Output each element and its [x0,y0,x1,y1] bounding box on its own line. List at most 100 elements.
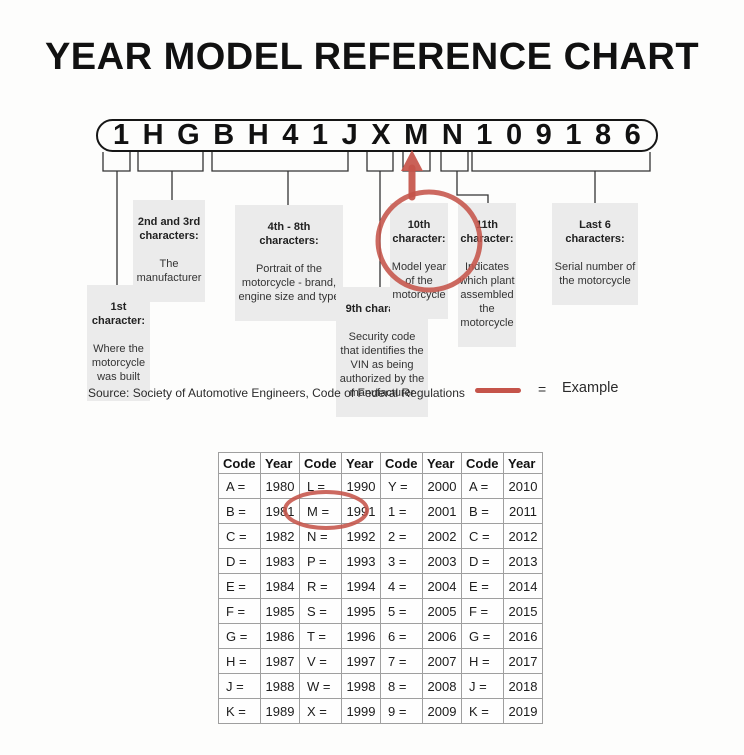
year-cell: 1993 [341,548,381,574]
legend-example-label: Example [562,380,619,396]
code-cell: Y = [380,473,423,499]
callout-body: Portrait of the motorcycle - brand, engi… [238,262,340,303]
table-row: J = 1988 W = 1998 8 = 2008 J = 2018 [218,673,543,699]
year-cell: 2010 [503,473,543,499]
year-table-header-cell: Year [260,452,300,474]
year-table-header-cell: Code [380,452,423,474]
red-arrow-to-M [401,150,423,201]
table-row: D = 1983 P = 1993 3 = 2003 D = 2013 [218,548,543,574]
legend-equals: = [538,381,547,397]
year-cell: 1995 [341,598,381,624]
year-cell: 1982 [260,523,300,549]
code-cell: 6 = [380,623,423,649]
callout-title: 11th character: [460,218,514,245]
callout-title: 2nd and 3rd characters: [137,215,201,242]
code-cell: P = [299,548,342,574]
vin-character: 8 [594,119,612,151]
code-cell: H = [461,648,504,674]
code-cell: C = [218,523,261,549]
code-cell: E = [461,573,504,599]
vin-character: 9 [535,119,552,151]
code-cell: B = [218,498,261,524]
code-cell: D = [218,548,261,574]
year-table-header-cell: Code [218,452,261,474]
code-cell: X = [299,698,342,724]
year-cell: 1983 [260,548,300,574]
year-cell: 2005 [422,598,462,624]
callout-10th-character: 10th character: Model year of the motorc… [390,203,448,319]
year-cell: 1992 [341,523,381,549]
code-cell: S = [299,598,342,624]
code-cell: D = [461,548,504,574]
code-cell: A = [218,473,261,499]
year-cell: 1985 [260,598,300,624]
year-cell: 2008 [422,673,462,699]
code-cell: 3 = [380,548,423,574]
year-cell: 2019 [503,698,543,724]
vin-character: 1 [113,119,130,151]
table-row: C = 1982 N = 1992 2 = 2002 C = 2012 [218,523,543,549]
code-cell: V = [299,648,342,674]
callout-body: The manufacturer [136,257,202,284]
year-cell: 2011 [503,498,543,524]
year-table-header-cell: Code [299,452,342,474]
year-cell: 2015 [503,598,543,624]
code-cell: G = [218,623,261,649]
callout-4th-8th-characters: 4th - 8th characters: Portrait of the mo… [235,205,343,321]
year-cell: 1997 [341,648,381,674]
vin-character: J [341,119,358,151]
year-cell: 1986 [260,623,300,649]
example-red-line-swatch [475,388,521,393]
year-cell: 2007 [422,648,462,674]
year-cell: 2016 [503,623,543,649]
code-cell: K = [461,698,504,724]
code-cell: W = [299,673,342,699]
vin-character: M [404,119,429,151]
table-row: F = 1985 S = 1995 5 = 2005 F = 2015 [218,598,543,624]
vin-character: H [247,119,269,151]
year-cell: 1998 [341,673,381,699]
year-cell: 2004 [422,573,462,599]
year-cell: 2014 [503,573,543,599]
year-cell: 1987 [260,648,300,674]
callout-title: 4th - 8th characters: [259,220,319,247]
year-cell: 2003 [422,548,462,574]
code-cell: J = [218,673,261,699]
code-cell: C = [461,523,504,549]
code-cell: 9 = [380,698,423,724]
callout-body: Serial number of the motorcycle [554,260,636,287]
callout-title: 10th character: [392,218,446,245]
year-cell: 2018 [503,673,543,699]
year-cell: 2012 [503,523,543,549]
table-row: H = 1987 V = 1997 7 = 2007 H = 2017 [218,648,543,674]
source-text: Source: Society of Automotive Engineers,… [88,386,465,400]
code-cell: T = [299,623,342,649]
code-cell: 7 = [380,648,423,674]
callout-2nd-3rd-characters: 2nd and 3rd characters: The manufacturer [133,200,205,302]
year-table-head-row: Code Year Code Year Code Year Code Year [218,452,543,474]
code-cell: B = [461,498,504,524]
vin-character: 1 [476,119,493,151]
vin-character: 1 [565,119,582,151]
year-cell: 2000 [422,473,462,499]
callout-9th-character: 9th character: Security code that identi… [336,287,428,417]
year-cell: 1989 [260,698,300,724]
code-cell: A = [461,473,504,499]
year-cell: 2013 [503,548,543,574]
year-cell: 1991 [341,498,381,524]
callout-body: Indicates which plant assembled the moto… [459,260,515,329]
code-cell: R = [299,573,342,599]
year-cell: 1994 [341,573,381,599]
vin-character: N [441,119,463,151]
code-cell: E = [218,573,261,599]
callout-title: Last 6 characters: [565,218,625,245]
code-cell: F = [461,598,504,624]
table-row: A = 1980 L = 1990 Y = 2000 A = 2010 [218,473,543,499]
year-cell: 1990 [341,473,381,499]
callout-body: Security code that identifies the VIN as… [339,330,425,399]
callout-title: 1st character: [91,300,146,327]
code-cell: K = [218,698,261,724]
code-cell: 1 = [380,498,423,524]
year-cell: 2002 [422,523,462,549]
